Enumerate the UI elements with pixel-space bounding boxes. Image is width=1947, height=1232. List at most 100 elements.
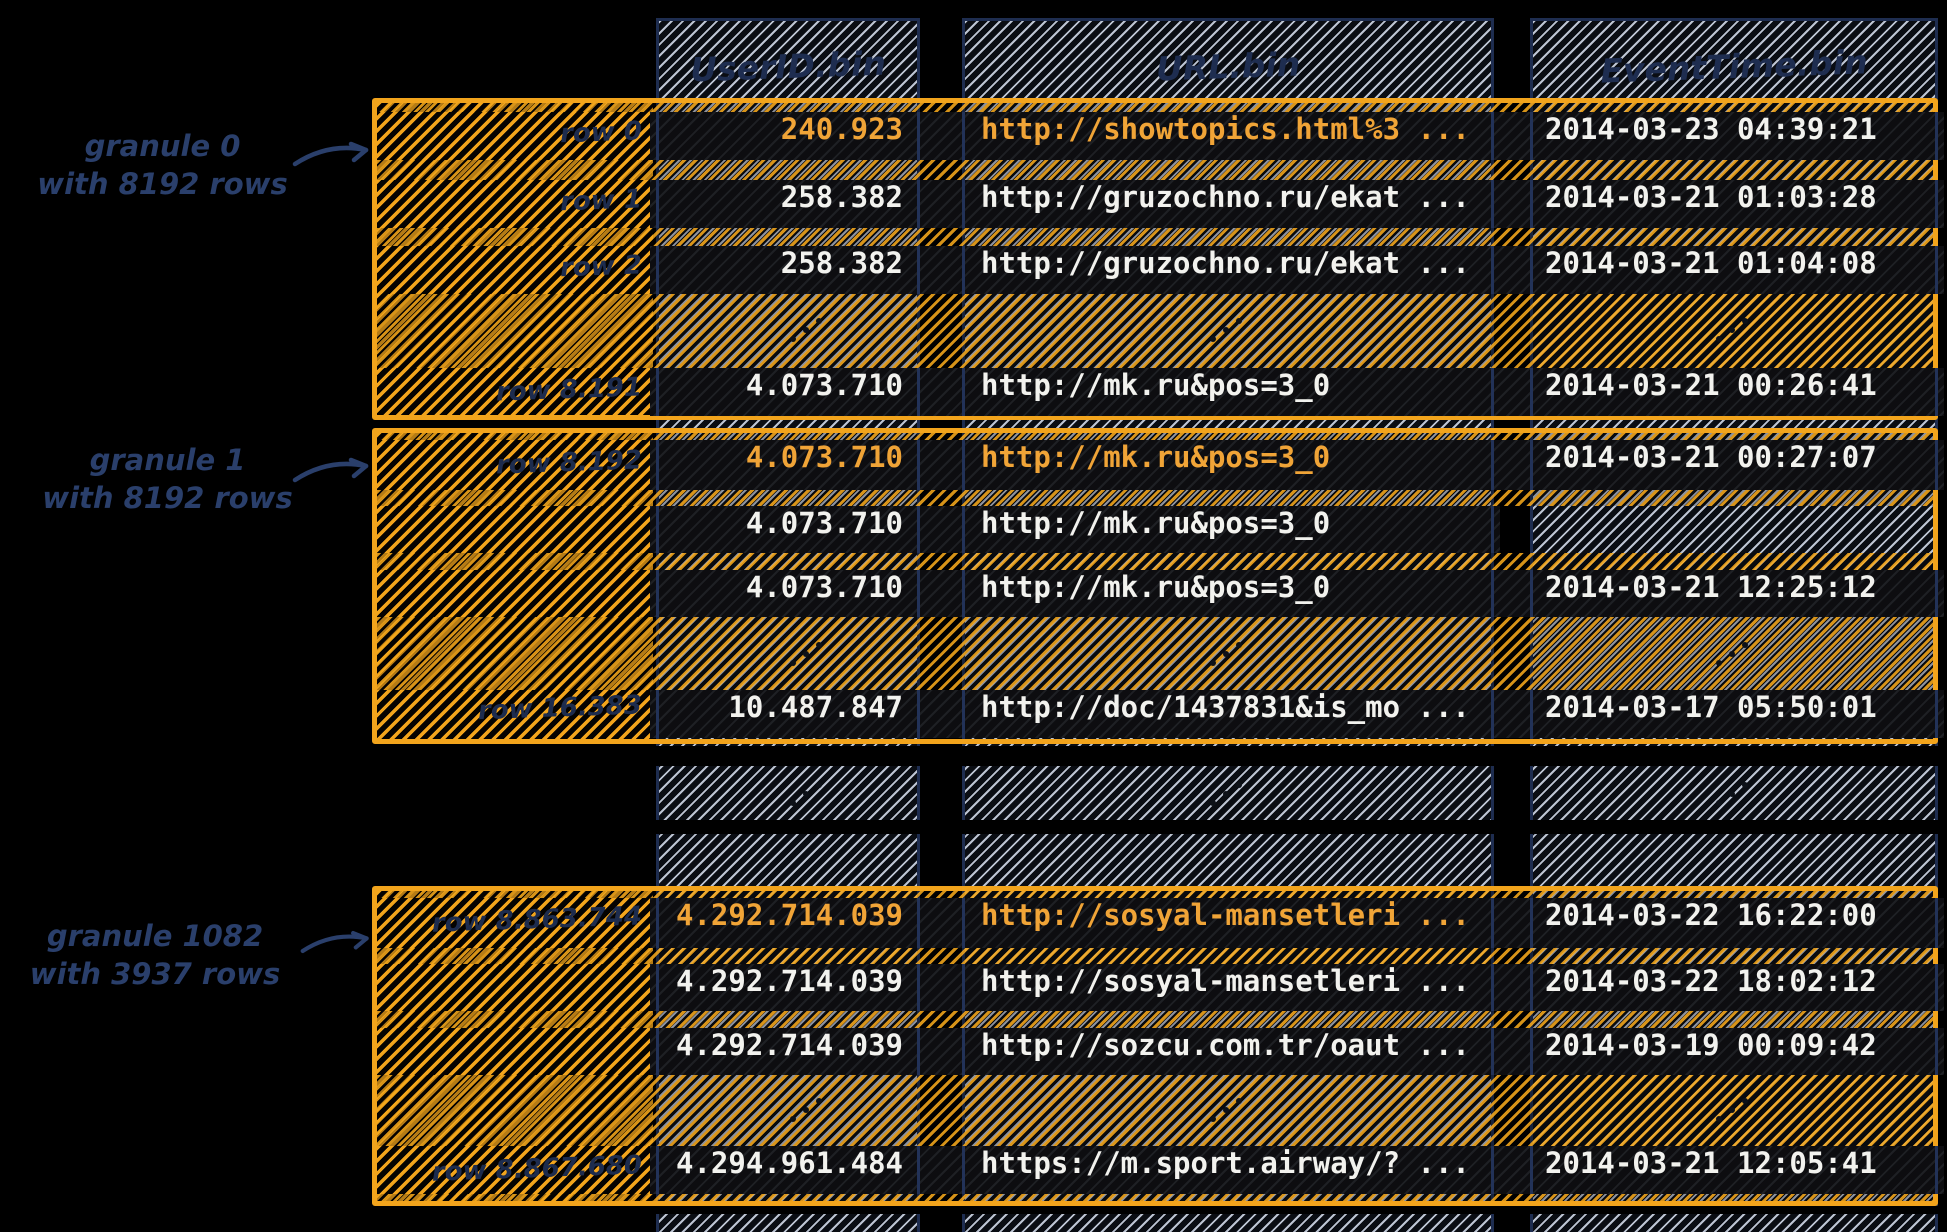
row-label: row 16.383 — [477, 690, 643, 727]
ellipsis-dots-icon — [1210, 640, 1244, 668]
table-row: 258.382 http://gruzochno.ru/ekat ... 201… — [650, 246, 1944, 294]
row-label: row 8.863.744 — [431, 901, 643, 939]
filler-stripe — [377, 103, 1933, 112]
granule-hatch-zone — [377, 891, 653, 1201]
cell-url: http://showtopics.html%3 ... — [962, 112, 1494, 160]
table-row: 4.294.961.484 https://m.sport.airway/? .… — [650, 1146, 1944, 1194]
filler-stripe — [377, 948, 1933, 964]
cell-eventtime: 2014-03-19 00:09:42 — [1530, 1028, 1938, 1075]
cell-url: http://doc/1437831&is_mo ... — [962, 690, 1494, 738]
cell-userid: 4.073.710 — [656, 570, 920, 617]
cell-eventtime: 2014-03-21 01:03:28 — [1530, 180, 1938, 228]
ellipsis-dots-icon — [1716, 1096, 1750, 1124]
table-row: 240.923 http://showtopics.html%3 ... 201… — [650, 112, 1944, 160]
cell-eventtime: 2014-03-21 00:27:07 — [1530, 440, 1938, 490]
column-header-eventtime: EventTime.bin — [1599, 42, 1869, 91]
cell-eventtime: 2014-03-21 12:25:12 — [1530, 570, 1938, 617]
row-label: row 8.192 — [495, 445, 643, 481]
filler-stripe — [377, 617, 1933, 690]
cell-url: http://mk.ru&pos=3_0 — [962, 570, 1494, 617]
cell-eventtime: 2014-03-17 05:50:01 — [1530, 690, 1938, 738]
separator-stripe — [372, 1206, 1944, 1214]
cell-eventtime: 2014-03-21 01:04:08 — [1530, 246, 1938, 294]
filler-stripe — [377, 433, 1933, 440]
cell-userid: 240.923 — [656, 112, 920, 160]
cell-url: http://gruzochno.ru/ekat ... — [962, 246, 1494, 294]
annotation-line: granule 0 — [84, 129, 241, 163]
row-label: row 2 — [559, 250, 643, 284]
table-row: 10.487.847 http://doc/1437831&is_mo ... … — [650, 690, 1944, 738]
column-header-userid: UserID.bin — [689, 43, 887, 90]
cell-userid: 4.292.714.039 — [656, 964, 920, 1011]
cell-userid: 4.292.714.039 — [656, 1028, 920, 1075]
cell-userid: 4.294.961.484 — [656, 1146, 920, 1194]
table-row: 4.292.714.039 http://sosyal-mansetleri .… — [650, 898, 1944, 948]
ellipsis-dots-icon — [1210, 316, 1244, 344]
granule-box-1082 — [372, 886, 1938, 1206]
table-row: 4.073.710 http://mk.ru&pos=3_0 2014-03-2… — [650, 440, 1944, 490]
cell-eventtime: 2014-03-23 04:39:21 — [1530, 112, 1938, 160]
annotation-granule-1: granule 1 with 8192 rows — [40, 442, 295, 517]
annotation-line: with 8192 rows — [42, 480, 293, 515]
filler-stripe — [377, 294, 1933, 368]
cell-eventtime: 2014-03-21 00:26:41 — [1530, 368, 1938, 416]
row-label: row 8.191 — [495, 372, 643, 408]
annotation-line: granule 1 — [89, 443, 246, 477]
filler-stripe — [377, 1075, 1933, 1146]
cell-userid: 4.073.710 — [656, 440, 920, 490]
filler-stripe — [377, 490, 1933, 506]
ellipsis-dots-icon — [790, 316, 824, 344]
cell-userid: 10.487.847 — [656, 690, 920, 738]
cell-url: http://mk.ru&pos=3_0 — [962, 368, 1494, 416]
cell-eventtime: 2014-03-21 12:05:41 — [1530, 1146, 1938, 1194]
cell-userid: 258.382 — [656, 246, 920, 294]
row-label: row 8.867.680 — [431, 1150, 643, 1188]
separator-stripe — [372, 820, 1944, 834]
cell-url: https://m.sport.airway/? ... — [962, 1146, 1494, 1194]
ellipsis-dots-icon — [1716, 640, 1750, 668]
cell-eventtime: 2014-03-22 18:02:12 — [1530, 964, 1938, 1011]
cell-url: http://sozcu.com.tr/oaut ... — [962, 1028, 1494, 1075]
arrow-icon — [292, 141, 369, 167]
annotation-line: with 3937 rows — [29, 956, 281, 991]
filler-stripe — [377, 891, 1933, 898]
cell-userid: 4.073.710 — [656, 506, 920, 553]
ellipsis-dots-icon — [1210, 1096, 1244, 1124]
cell-userid: 4.073.710 — [656, 368, 920, 416]
cell-url: http://mk.ru&pos=3_0 — [962, 506, 1494, 553]
arrow-icon — [300, 930, 369, 954]
table-row: 4.073.710 http://mk.ru&pos=3_0 2014-03-2… — [650, 368, 1944, 416]
cell-url: http://sosyal-mansetleri ... — [962, 964, 1494, 1011]
cell-userid: 4.292.714.039 — [656, 898, 920, 948]
ellipsis-dots-icon — [1716, 316, 1750, 344]
ellipsis-dots-icon — [1716, 780, 1750, 808]
cell-url: http://mk.ru&pos=3_0 — [962, 440, 1494, 490]
annotation-granule-1082: granule 1082 with 3937 rows — [10, 918, 300, 993]
cell-url: http://gruzochno.ru/ekat ... — [962, 180, 1494, 228]
table-row: 4.073.710 http://mk.ru&pos=3_0 — [650, 506, 1500, 553]
annotation-line: granule 1082 — [46, 919, 264, 953]
filler-stripe — [377, 1011, 1933, 1028]
ellipsis-dots-icon — [1210, 780, 1244, 808]
table-row: 258.382 http://gruzochno.ru/ekat ... 201… — [650, 180, 1944, 228]
row-label: row 0 — [559, 116, 643, 150]
arrow-icon — [292, 457, 369, 483]
filler-stripe — [377, 1194, 1933, 1201]
cell-url: http://sosyal-mansetleri ... — [962, 898, 1494, 948]
filler-stripe — [377, 553, 1933, 570]
cell-userid: 258.382 — [656, 180, 920, 228]
column-header-url: URL.bin — [1155, 44, 1301, 89]
cell-eventtime: 2014-03-22 16:22:00 — [1530, 898, 1938, 948]
row-label: row 1 — [559, 184, 643, 218]
separator-stripe — [372, 746, 1944, 766]
table-row: 4.292.714.039 http://sozcu.com.tr/oaut .… — [650, 1028, 1944, 1075]
annotation-line: with 8192 rows — [37, 166, 288, 201]
table-row: 4.073.710 http://mk.ru&pos=3_0 2014-03-2… — [650, 570, 1944, 617]
filler-stripe — [377, 160, 1933, 180]
ellipsis-dots-icon — [790, 780, 824, 808]
filler-stripe — [377, 228, 1933, 246]
ellipsis-dots-icon — [790, 640, 824, 668]
annotation-granule-0: granule 0 with 8192 rows — [35, 128, 290, 203]
table-row: 4.292.714.039 http://sosyal-mansetleri .… — [650, 964, 1944, 1011]
